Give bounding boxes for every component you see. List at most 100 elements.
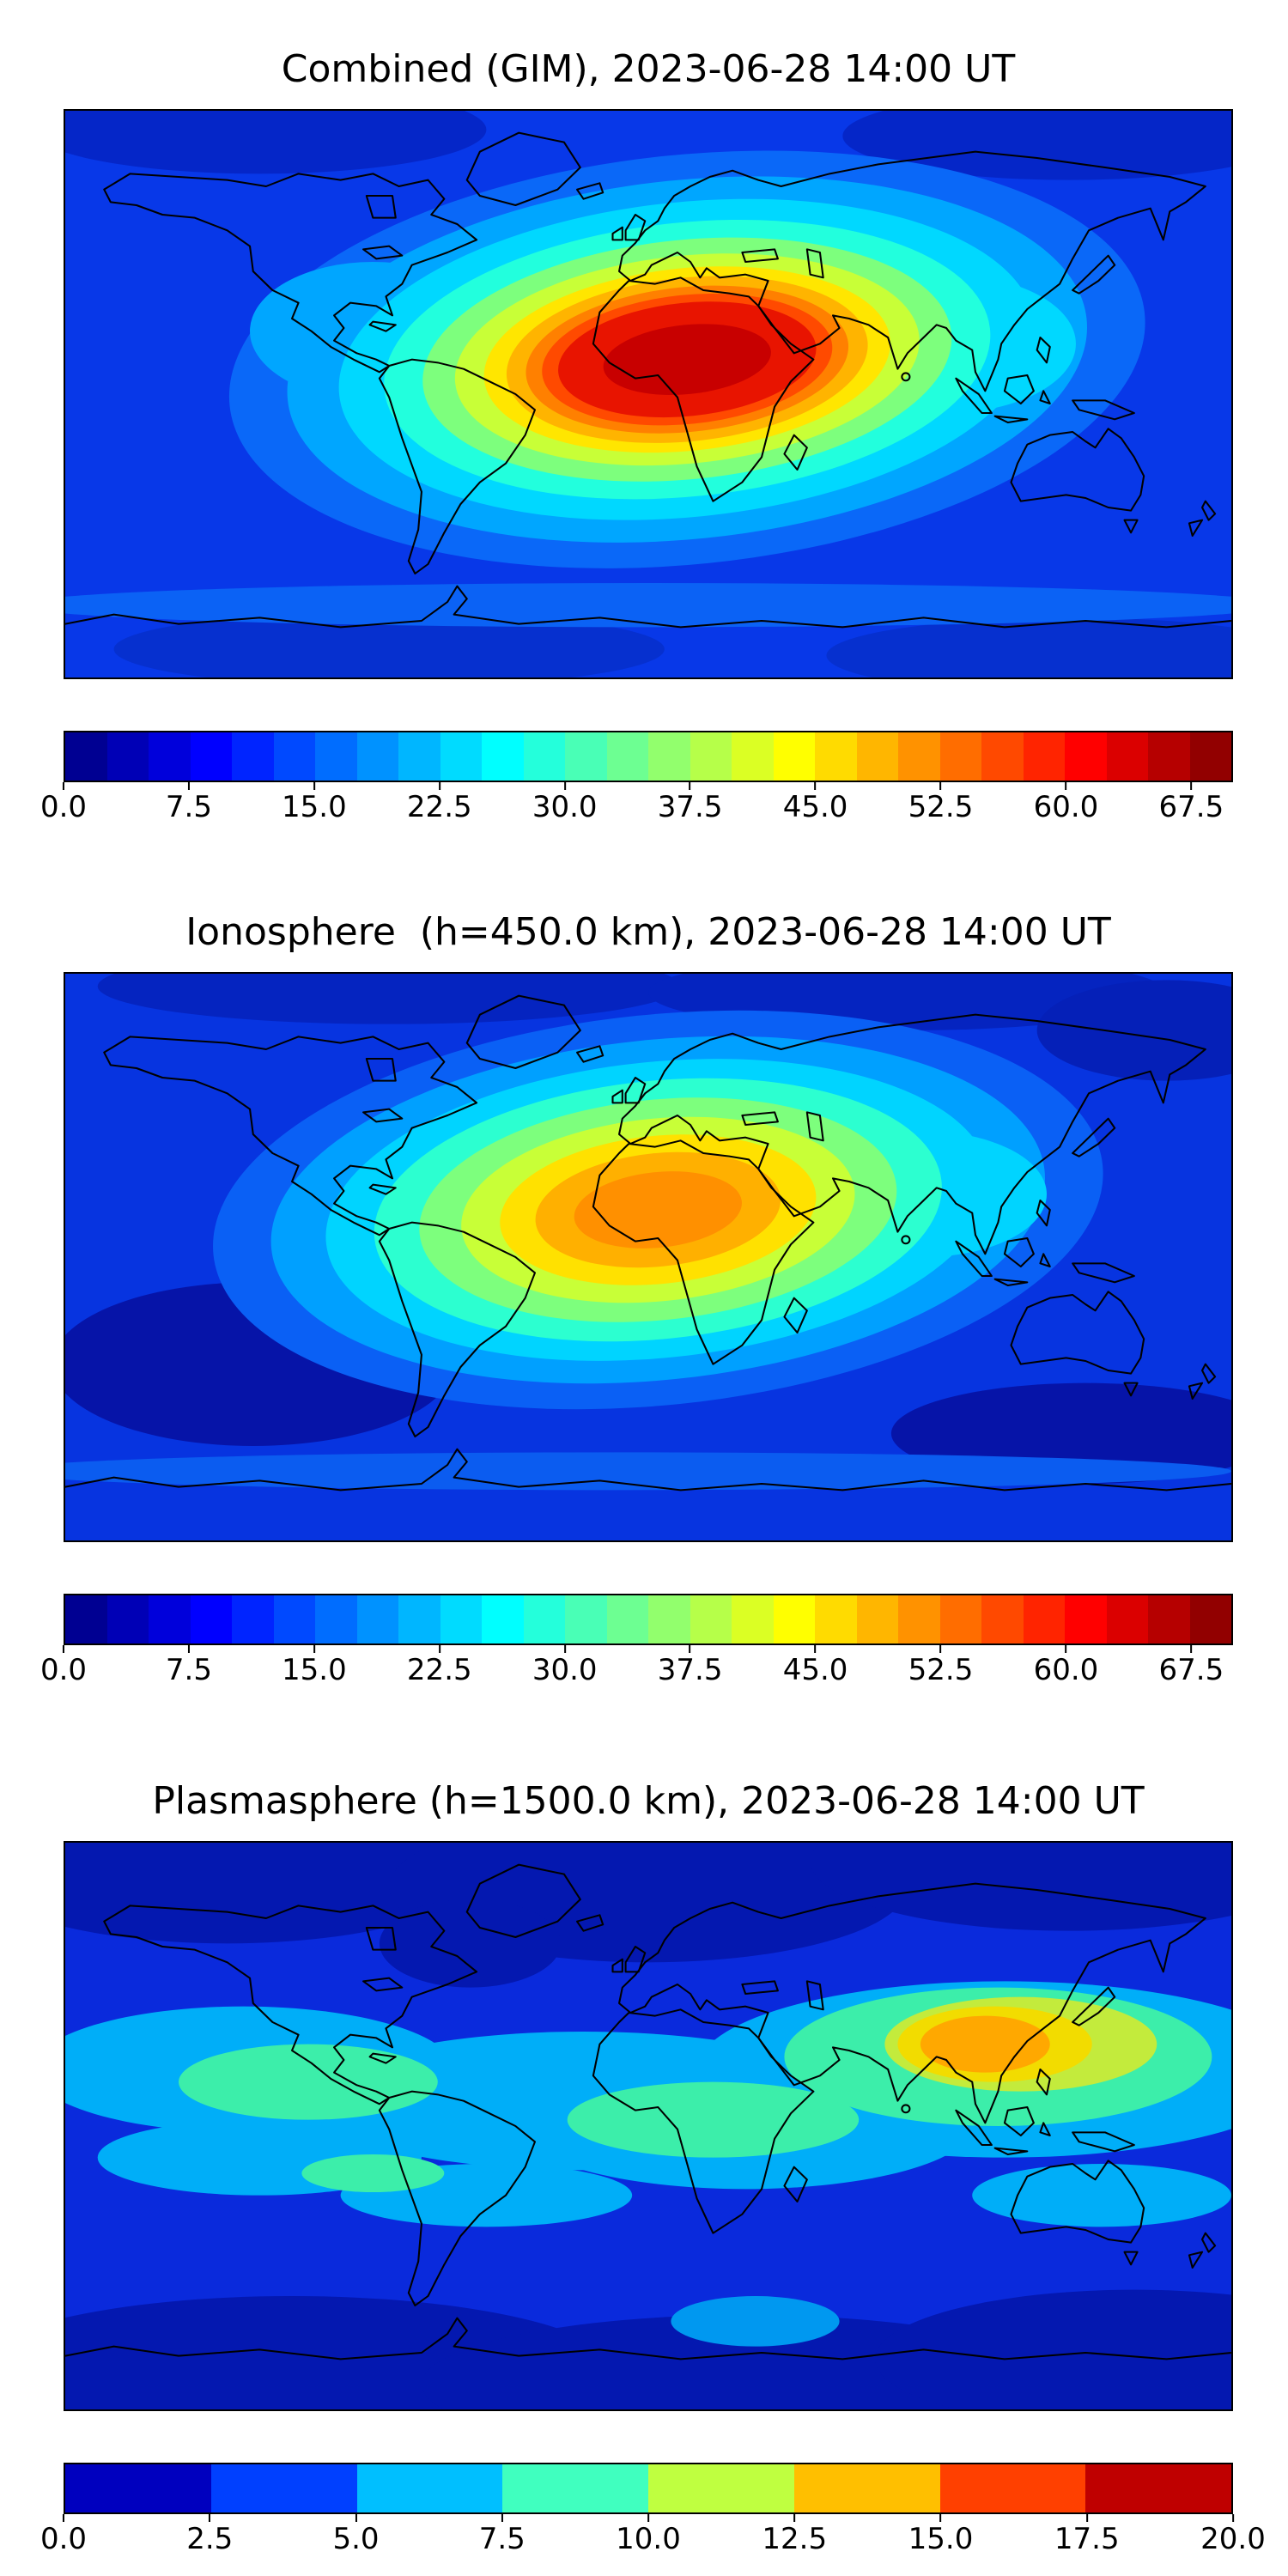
colorbar-segment — [856, 732, 898, 781]
colorbar-tick-label: 2.5 — [186, 2522, 234, 2556]
colorbar-tick-mark — [313, 782, 315, 790]
colorbar-tick-mark — [209, 2514, 211, 2522]
colorbar-tick-mark — [355, 2514, 357, 2522]
colorbar-tick-label: 52.5 — [908, 1653, 974, 1687]
colorbar-tick-mark — [1085, 2514, 1088, 2522]
colorbar-segment — [1106, 732, 1148, 781]
colorbar-tick-mark — [1231, 2514, 1234, 2522]
colorbar-segment — [106, 1595, 149, 1643]
colorbar-segment — [356, 732, 398, 781]
colorbar-tick-mark — [501, 2514, 503, 2522]
colorbar-segment — [856, 1595, 898, 1643]
colorbar-tick-label: 12.5 — [762, 2522, 828, 2556]
colorbar-tick: 7.5 — [166, 1645, 212, 1687]
colorbar-ticks-plasmasphere: 0.0 2.5 5.0 7.5 10.0 12.5 15.0 17.5 20.0 — [40, 2514, 1266, 2562]
colorbar-tick: 10.0 — [616, 2514, 681, 2556]
colorbar-tick-label: 37.5 — [657, 790, 723, 824]
colorbar-tick: 15.0 — [908, 2514, 974, 2556]
colorbar-tick-label: 5.0 — [332, 2522, 380, 2556]
colorbar-tick-mark — [814, 782, 817, 790]
colorbar-segment — [65, 732, 107, 781]
panel-title-plasmasphere: Plasmasphere (h=1500.0 km), 2023-06-28 1… — [152, 1779, 1145, 1823]
colorbar-tick-mark — [793, 2514, 796, 2522]
colorbar-tick-mark — [689, 1645, 691, 1653]
colorbar-segment — [1189, 732, 1231, 781]
colorbar-segment — [398, 732, 440, 781]
colorbar-segment — [648, 1595, 690, 1643]
colorbar-tick-label: 22.5 — [406, 1653, 472, 1687]
panel-ionosphere: Ionosphere (h=450.0 km), 2023-06-28 14:0… — [40, 906, 1233, 1693]
panel-title-ionosphere: Ionosphere (h=450.0 km), 2023-06-28 14:0… — [185, 910, 1111, 954]
colorbar-segment — [210, 2464, 357, 2512]
colorbar-tick-mark — [939, 2514, 942, 2522]
colorbar-segment — [898, 732, 940, 781]
colorbar-tick-mark — [62, 782, 64, 790]
colorbar-tick: 5.0 — [332, 2514, 380, 2556]
colorbar-tick-label: 0.0 — [39, 1653, 88, 1687]
colorbar-segment — [1023, 1595, 1065, 1643]
colorbar-tick-mark — [62, 2514, 64, 2522]
colorbar-segment — [1065, 732, 1107, 781]
colorbar-tick-label: 52.5 — [908, 790, 974, 824]
colorbar-tick: 15.0 — [282, 782, 347, 824]
colorbar-tick: 52.5 — [908, 782, 974, 824]
colorbar-segment — [315, 732, 357, 781]
colorbar-tick: 37.5 — [658, 1645, 722, 1687]
colorbar-tick-label: 15.0 — [281, 790, 347, 824]
colorbar-segment — [773, 732, 815, 781]
colorbar-tick-label: 30.0 — [532, 790, 598, 824]
colorbar-segment — [690, 732, 732, 781]
panel-plasmasphere: Plasmasphere (h=1500.0 km), 2023-06-28 1… — [40, 1775, 1266, 2562]
colorbar-tick-mark — [1190, 782, 1193, 790]
colorbar-segment — [606, 1595, 648, 1643]
colorbar-segment — [106, 732, 149, 781]
world-tec-map-plasmasphere — [65, 1843, 1231, 2409]
colorbar-tick: 0.0 — [40, 1645, 87, 1687]
colorbar-tick-label: 45.0 — [782, 790, 848, 824]
colorbar-tick-label: 0.0 — [39, 790, 88, 824]
colorbar-segment — [981, 732, 1024, 781]
colorbar-tick: 17.5 — [1054, 2514, 1120, 2556]
colorbar-segment — [1148, 732, 1190, 781]
colorbar-segment — [523, 732, 565, 781]
colorbar-tick: 0.0 — [40, 782, 87, 824]
colorbar-segment — [65, 2464, 211, 2512]
colorbar-tick-label: 67.5 — [1158, 790, 1224, 824]
colorbar-segment — [232, 732, 274, 781]
colorbar-segment — [398, 1595, 440, 1643]
colorbar-segment — [690, 1595, 732, 1643]
colorbar-tick-label: 15.0 — [908, 2522, 974, 2556]
colorbar-tick-label: 15.0 — [281, 1653, 347, 1687]
colorbar-segment — [565, 732, 607, 781]
colorbar-tick: 60.0 — [1033, 1645, 1099, 1687]
colorbar-tick-label: 7.5 — [165, 1653, 212, 1687]
colorbar-tick: 67.5 — [1158, 1645, 1224, 1687]
colorbar-tick: 30.0 — [532, 1645, 598, 1687]
colorbar-tick: 60.0 — [1034, 782, 1098, 824]
colorbar-segment — [65, 1595, 107, 1643]
panel-combined-gim: Combined (GIM), 2023-06-28 14:00 UT — [40, 43, 1233, 830]
colorbar-tick: 37.5 — [657, 782, 723, 824]
colorbar-segment — [149, 732, 191, 781]
colorbar-tick-label: 7.5 — [478, 2522, 526, 2556]
colorbar-tick-mark — [438, 782, 440, 790]
colorbar-tick: 12.5 — [762, 2514, 827, 2556]
colorbar-combined — [64, 731, 1233, 782]
colorbar-tick-mark — [187, 782, 190, 790]
colorbar-tick-label: 10.0 — [616, 2522, 681, 2556]
colorbar-segment — [149, 1595, 191, 1643]
colorbar-segment — [939, 1595, 981, 1643]
colorbar-tick: 52.5 — [908, 1645, 974, 1687]
colorbar-segment — [1106, 1595, 1148, 1643]
colorbar-tick-mark — [939, 1645, 942, 1653]
colorbar-segment — [523, 1595, 565, 1643]
colorbar-ticks-combined: 0.0 7.5 15.0 22.5 30.0 37.5 45.0 52.5 60.0 67.5 — [40, 782, 1233, 830]
colorbar-segment — [939, 732, 981, 781]
colorbar-tick-mark — [563, 1645, 566, 1653]
colorbar-tick-label: 60.0 — [1033, 1653, 1099, 1687]
colorbar-segment — [1023, 732, 1065, 781]
colorbar-segment — [606, 732, 648, 781]
colorbar-tick-mark — [647, 2514, 649, 2522]
world-tec-map-ionosphere — [65, 974, 1231, 1540]
colorbar-tick: 45.0 — [783, 1645, 848, 1687]
